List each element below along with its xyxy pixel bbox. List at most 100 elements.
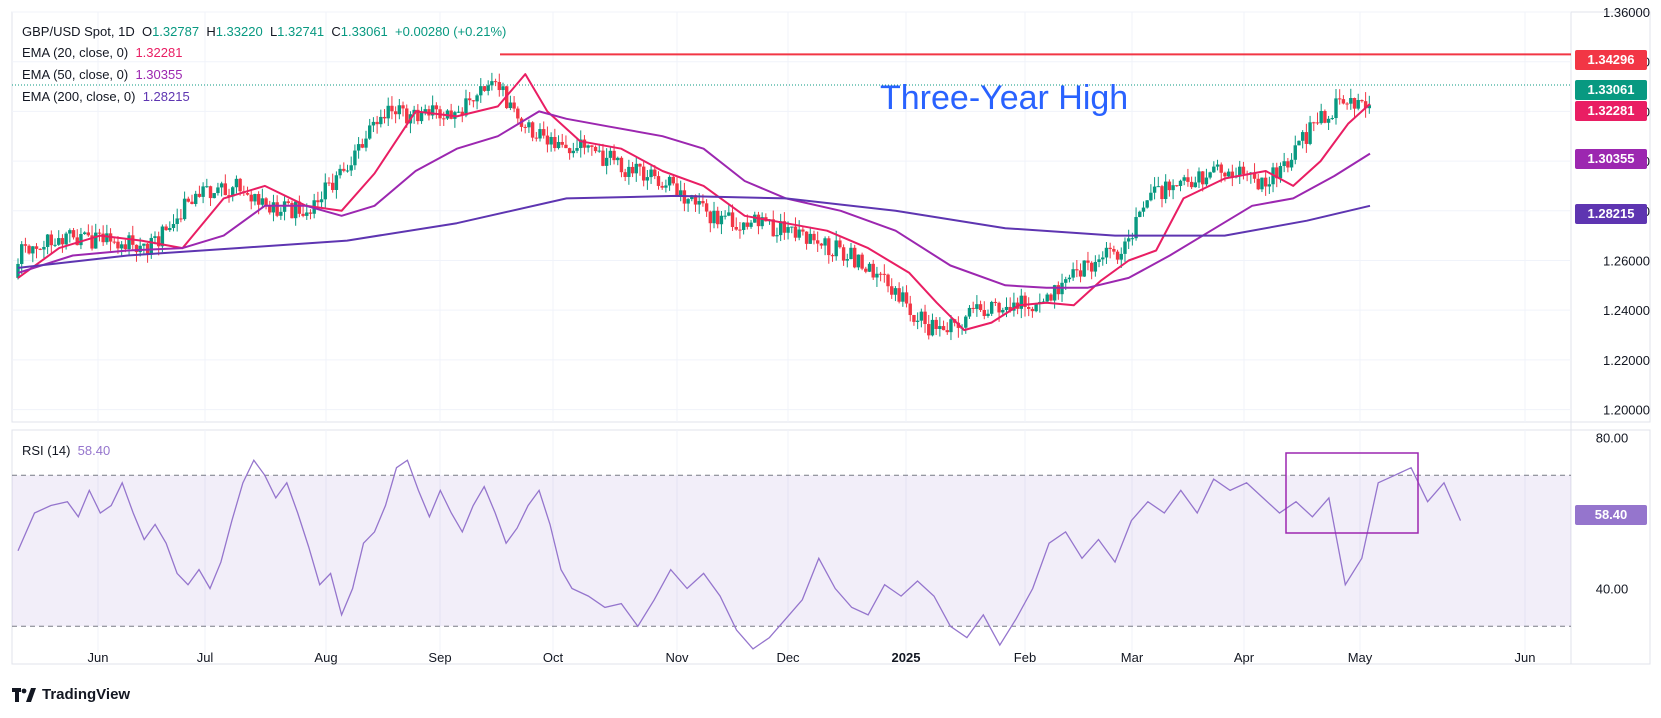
candle-body — [938, 326, 942, 329]
candle-body — [260, 198, 265, 205]
candle-body — [49, 234, 54, 246]
last-price-badge: 1.33061 — [1575, 80, 1647, 100]
rsi-label: RSI (14) — [22, 443, 71, 458]
candle-body — [893, 288, 898, 295]
candle-body — [245, 193, 250, 195]
candle-body — [586, 145, 590, 148]
candle-body — [1156, 186, 1160, 188]
tradingview-logo[interactable]: TradingView — [12, 686, 130, 703]
candle-body — [57, 238, 61, 245]
candle-body — [238, 178, 242, 192]
candle-body — [749, 222, 753, 227]
candle-body — [1023, 295, 1027, 308]
candle-body — [949, 319, 953, 333]
candle-body — [1071, 269, 1075, 278]
candle-body — [138, 245, 142, 253]
candle-body — [1167, 181, 1172, 191]
candle-body — [619, 157, 624, 173]
candle-body — [741, 222, 746, 230]
candle-body — [523, 126, 527, 128]
candle-body — [1226, 171, 1231, 177]
candle-body — [1178, 180, 1183, 186]
candle-body — [564, 144, 568, 149]
candle-body — [660, 185, 664, 188]
candle-body — [997, 302, 1001, 313]
candle-body — [1141, 207, 1146, 212]
candle-body — [186, 198, 191, 202]
candle-body — [323, 182, 327, 200]
candle-body — [1337, 98, 1342, 100]
candle-body — [401, 105, 405, 109]
candle-body — [168, 227, 172, 231]
rsi-value-badge: 58.40 — [1575, 505, 1647, 525]
candle-body — [760, 217, 764, 227]
x-tick-label: Sep — [428, 650, 451, 665]
y-tick-label: 1.36000 — [1603, 5, 1650, 20]
x-tick-label: Apr — [1234, 650, 1255, 665]
candle-body — [1278, 166, 1283, 179]
candle-body — [838, 240, 842, 248]
candle-body — [1238, 166, 1242, 177]
candle-body — [393, 111, 398, 115]
candle-body — [553, 136, 557, 149]
candle-body — [627, 166, 631, 177]
candle-body — [801, 229, 805, 232]
candle-body — [775, 235, 779, 237]
ema20-legend[interactable]: EMA (20, close, 0) 1.32281 — [22, 44, 182, 61]
candle-body — [556, 141, 561, 149]
x-tick-label: 2025 — [892, 650, 921, 665]
candle-body — [912, 315, 916, 322]
candle-body — [616, 157, 620, 161]
candle-body — [856, 254, 861, 268]
candle-body — [989, 301, 994, 314]
candle-body — [293, 201, 298, 219]
candle-body — [512, 102, 516, 109]
candle-body — [486, 85, 490, 91]
candle-body — [379, 116, 383, 125]
ema200-legend[interactable]: EMA (200, close, 0) 1.28215 — [22, 88, 190, 105]
candle-body — [864, 268, 868, 272]
candle-body — [405, 108, 409, 124]
candle-body — [1134, 217, 1138, 239]
candle-body — [930, 319, 935, 336]
candle-body — [345, 170, 350, 172]
candle-body — [205, 186, 209, 188]
candle-body — [612, 150, 616, 161]
candle-body — [593, 146, 598, 152]
candle-body — [371, 121, 376, 126]
candle-body — [356, 144, 361, 151]
candle-body — [493, 81, 498, 83]
candle-body — [1319, 111, 1323, 124]
candle-body — [849, 247, 853, 260]
candle-body — [841, 247, 846, 261]
candle-body — [967, 307, 972, 317]
candle-body — [479, 86, 483, 96]
candle-body — [42, 246, 46, 250]
candle-body — [978, 304, 983, 311]
candle-body — [608, 150, 613, 158]
candle-body — [219, 183, 224, 188]
rsi-line — [17, 458, 1462, 650]
open-label: O — [141, 24, 153, 39]
candle-body — [1049, 294, 1053, 301]
y-tick-label: 1.26000 — [1603, 253, 1650, 268]
candle-body — [982, 310, 986, 317]
brand-name: TradingView — [42, 686, 131, 703]
candle-body — [353, 150, 357, 166]
ema50-legend[interactable]: EMA (50, close, 0) 1.30355 — [22, 66, 182, 83]
candle-body — [1189, 181, 1194, 188]
candle-body — [471, 100, 476, 102]
candle-body — [1308, 122, 1312, 144]
candle-body — [430, 105, 435, 116]
candle-body — [886, 274, 890, 287]
candle-body — [97, 232, 102, 234]
candle-body — [264, 198, 268, 207]
candle-body — [549, 136, 553, 145]
candle-body — [734, 226, 738, 230]
y-tick-label: 1.20000 — [1603, 403, 1650, 418]
candle-body — [1367, 105, 1372, 109]
candle-body — [1252, 172, 1257, 179]
rsi-value: 58.40 — [77, 443, 111, 458]
rsi-legend[interactable]: RSI (14) 58.40 — [22, 442, 110, 459]
candle-body — [604, 157, 609, 166]
